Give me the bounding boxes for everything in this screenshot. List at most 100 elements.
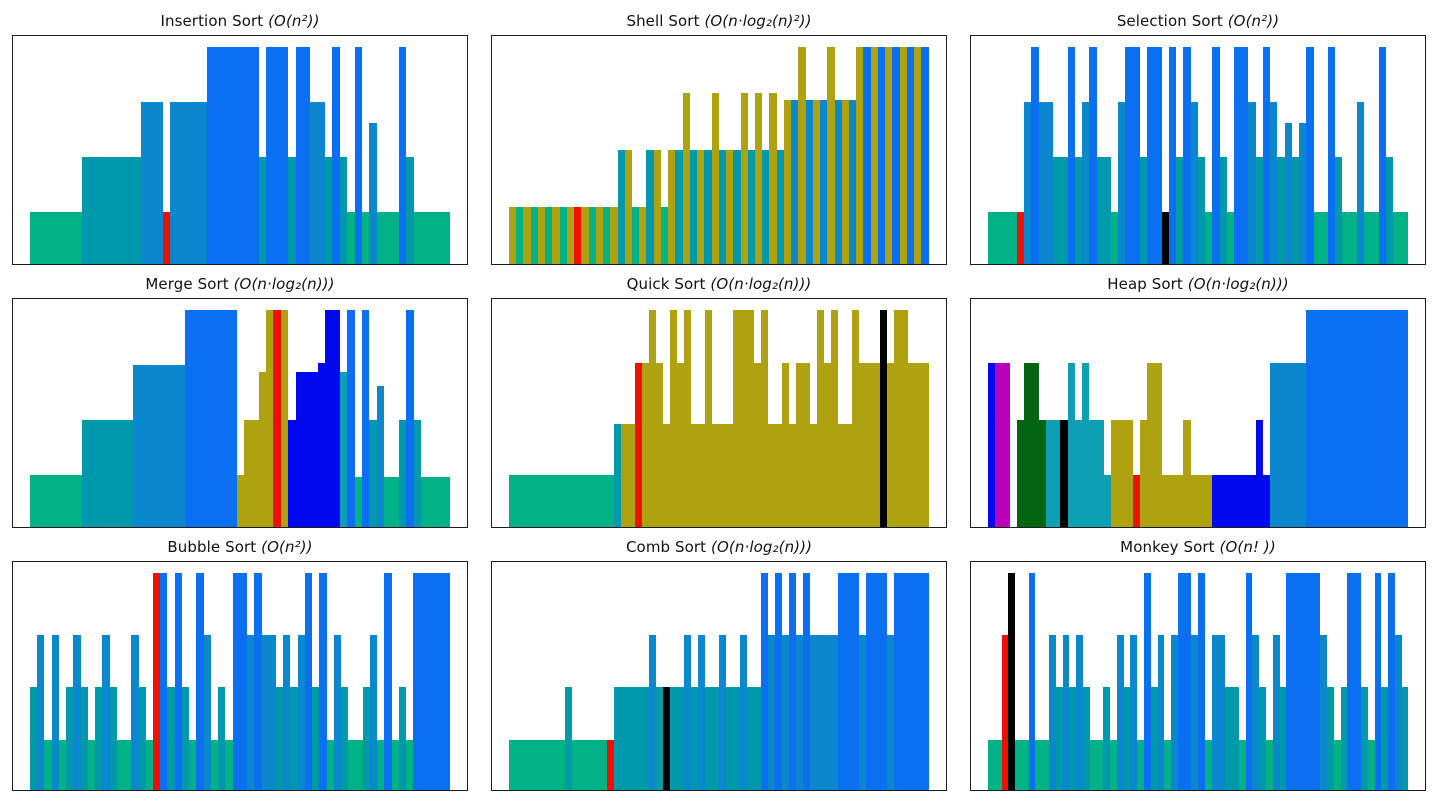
bar: [74, 211, 82, 264]
bar: [1299, 362, 1307, 527]
bar: [812, 99, 821, 264]
bar: [1116, 634, 1124, 790]
subplot-monkey-sort: Monkey Sort (O(n! )): [970, 532, 1426, 791]
subplot-shell-sort: Shell Sort (O(n·log₂(n)²)): [491, 6, 947, 265]
algorithm-name: Shell Sort: [626, 11, 700, 30]
bar: [675, 150, 683, 264]
bar: [610, 207, 618, 264]
bar: [1139, 156, 1148, 264]
subplot-merge-sort: Merge Sort (O(n·log₂(n))): [12, 269, 468, 528]
bar: [1157, 634, 1165, 790]
bar: [1219, 474, 1227, 527]
bar: [189, 739, 197, 790]
bar: [523, 207, 531, 264]
bar: [552, 207, 560, 264]
plot-area-selection-sort: [970, 35, 1426, 265]
bar: [1374, 573, 1382, 790]
bar: [1212, 474, 1220, 527]
bar: [1378, 47, 1386, 264]
bar: [319, 573, 327, 790]
bar: [1053, 419, 1061, 527]
bar: [443, 476, 451, 527]
bar: [125, 419, 134, 527]
bar: [44, 739, 52, 790]
bar: [332, 310, 340, 527]
complexity-label: (O(n²)): [268, 11, 320, 30]
bar: [1125, 419, 1133, 527]
bar: [1176, 156, 1184, 264]
bar: [266, 310, 274, 527]
bar: [406, 156, 414, 264]
bar: [362, 687, 371, 790]
bar: [118, 156, 126, 264]
bar: [302, 371, 311, 527]
bar: [232, 573, 240, 790]
bar: [1299, 573, 1307, 790]
bar: [297, 634, 305, 790]
bar: [747, 687, 754, 790]
bar: [1262, 474, 1271, 527]
bar: [1184, 573, 1192, 790]
bar: [805, 99, 813, 264]
bar: [406, 739, 414, 790]
bar: [544, 474, 551, 527]
bar: [96, 156, 104, 264]
bar: [214, 310, 222, 527]
bar: [988, 739, 995, 790]
bar: [988, 211, 996, 264]
bar: [398, 687, 407, 790]
bar: [922, 362, 929, 527]
bar: [1096, 419, 1104, 527]
bar: [1110, 739, 1117, 790]
bar: [1385, 156, 1394, 264]
bar: [427, 573, 436, 790]
bar: [586, 739, 593, 790]
bar: [1067, 362, 1075, 527]
bar: [354, 476, 362, 527]
bar: [1118, 102, 1126, 264]
bar: [210, 739, 219, 790]
bar: [369, 122, 377, 264]
bar: [1009, 211, 1017, 264]
bar: [642, 687, 649, 790]
bar: [1021, 739, 1029, 790]
bar: [1089, 419, 1097, 527]
bar: [325, 310, 333, 527]
bar: [1320, 310, 1329, 527]
bar: [762, 150, 770, 264]
bar: [649, 310, 656, 527]
bar: [803, 573, 810, 790]
bar: [1381, 687, 1389, 790]
bar: [413, 211, 421, 264]
bar: [1205, 474, 1213, 527]
bar: [607, 739, 614, 790]
subplot-title: Shell Sort (O(n·log₂(n)²)): [491, 6, 947, 35]
bar: [52, 211, 60, 264]
bar: [1356, 310, 1365, 527]
bar: [740, 634, 747, 790]
bar: [614, 687, 621, 790]
bar: [697, 150, 705, 264]
bar: [1082, 102, 1090, 264]
bar: [754, 687, 761, 790]
bar: [66, 687, 74, 790]
bar: [677, 362, 684, 527]
bar: [37, 211, 45, 264]
bar: [80, 687, 88, 790]
complexity-label: (O(n·log₂(n))): [233, 274, 335, 293]
bar: [1082, 687, 1090, 790]
bar: [30, 211, 38, 264]
bar: [1245, 573, 1253, 790]
bar: [1176, 474, 1184, 527]
bar: [628, 424, 635, 527]
subplot-title: Monkey Sort (O(n! )): [970, 532, 1426, 561]
bar: [551, 739, 558, 790]
bar: [1262, 47, 1271, 264]
bar: [1008, 573, 1016, 790]
bar: [1335, 310, 1343, 527]
bar: [1125, 47, 1133, 264]
bar: [266, 47, 274, 264]
bar: [768, 424, 775, 527]
bar: [1198, 573, 1205, 790]
bar: [776, 150, 784, 264]
